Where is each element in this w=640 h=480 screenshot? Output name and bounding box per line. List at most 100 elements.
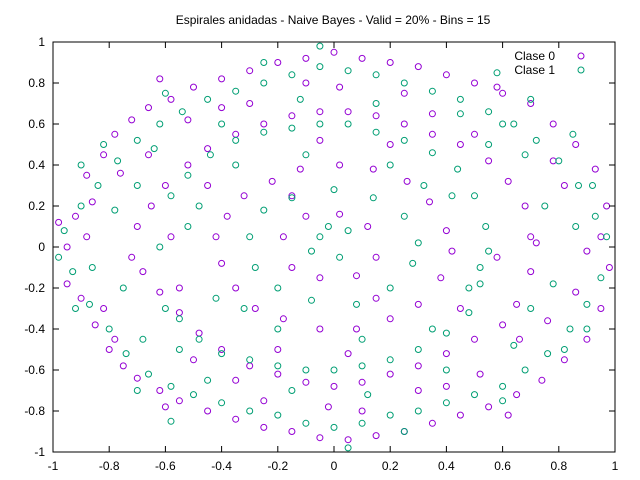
point-series-0-59 bbox=[218, 346, 226, 353]
point-series-1-17 bbox=[232, 87, 240, 95]
point-series-0-26 bbox=[330, 48, 338, 56]
point-series-1-75 bbox=[471, 192, 478, 200]
point-series-1-97 bbox=[308, 247, 315, 255]
point-series-1-96 bbox=[344, 227, 352, 235]
point-series-1-55 bbox=[206, 151, 214, 159]
point-series-1-111 bbox=[428, 325, 436, 333]
point-series-0-18 bbox=[218, 75, 226, 83]
point-series-0-6 bbox=[100, 151, 108, 159]
point-series-0-5 bbox=[91, 321, 99, 329]
point-series-0-20 bbox=[246, 67, 254, 75]
point-series-1-141 bbox=[465, 284, 473, 292]
x-tick-label: -1 bbox=[48, 459, 59, 473]
point-series-0-149 bbox=[274, 346, 282, 353]
y-tick-label: -1 bbox=[34, 445, 45, 459]
point-series-0-43 bbox=[560, 356, 568, 364]
point-series-0-137 bbox=[316, 136, 324, 144]
point-series-1-133 bbox=[549, 280, 557, 288]
point-series-0-139 bbox=[167, 233, 175, 241]
point-series-1-112 bbox=[296, 95, 304, 103]
point-series-1-114 bbox=[119, 284, 127, 292]
point-series-1-102 bbox=[161, 89, 169, 97]
point-series-0-127 bbox=[145, 151, 152, 159]
point-series-0-134 bbox=[400, 89, 408, 97]
point-series-0-151 bbox=[88, 198, 96, 206]
point-series-0-65 bbox=[302, 378, 310, 386]
point-series-1-54 bbox=[195, 335, 203, 343]
point-series-0-63 bbox=[274, 370, 282, 378]
point-series-1-99 bbox=[527, 95, 535, 103]
point-series-1-117 bbox=[476, 264, 484, 271]
point-series-0-124 bbox=[560, 182, 568, 189]
point-series-1-53 bbox=[184, 171, 192, 179]
point-series-1-51 bbox=[167, 192, 175, 200]
point-series-1-116 bbox=[184, 223, 192, 230]
point-series-1-71 bbox=[428, 149, 436, 157]
point-series-1-68 bbox=[386, 356, 394, 364]
point-series-0-61 bbox=[246, 362, 254, 370]
points-layer bbox=[55, 42, 613, 452]
point-series-1-12 bbox=[167, 382, 175, 390]
point-series-1-8 bbox=[122, 350, 130, 358]
point-series-1-40 bbox=[544, 350, 552, 358]
point-series-0-89 bbox=[240, 192, 248, 200]
x-tick-label: -0.8 bbox=[99, 459, 120, 473]
point-series-1-91 bbox=[409, 259, 417, 267]
point-series-0-70 bbox=[372, 112, 380, 120]
point-series-1-13 bbox=[178, 108, 186, 116]
point-series-0-29 bbox=[372, 432, 380, 440]
point-series-0-97 bbox=[369, 165, 377, 173]
point-series-0-10 bbox=[128, 116, 136, 124]
point-series-0-155 bbox=[116, 169, 124, 177]
ticks-layer: -1 -0.8 -0.6 -0.4 -0.2 0 0.2 0.4 0.6 0.8 1 1 0.8 0.6 0… bbox=[24, 35, 618, 473]
point-series-0-82 bbox=[521, 202, 529, 210]
point-series-1-59 bbox=[260, 128, 268, 136]
point-series-0-34 bbox=[442, 71, 450, 79]
point-series-0-103 bbox=[442, 227, 450, 235]
point-series-1-142 bbox=[77, 161, 85, 169]
point-series-0-66 bbox=[316, 108, 324, 116]
point-series-0-106 bbox=[288, 264, 296, 271]
point-series-1-77 bbox=[482, 223, 490, 230]
point-series-0-44 bbox=[572, 141, 580, 148]
point-series-1-27 bbox=[372, 71, 380, 79]
point-series-1-43 bbox=[575, 182, 582, 189]
point-series-0-69 bbox=[358, 378, 366, 386]
point-series-1-81 bbox=[251, 264, 259, 271]
point-series-0-76 bbox=[456, 141, 464, 148]
point-series-0-132 bbox=[532, 239, 540, 247]
point-series-1-83 bbox=[274, 284, 282, 292]
point-series-1-131 bbox=[358, 335, 366, 343]
point-series-0-42 bbox=[549, 120, 557, 128]
legend-label-clase-1: Clase 1 bbox=[514, 63, 555, 77]
point-series-1-20 bbox=[274, 411, 282, 419]
point-series-1-147 bbox=[448, 192, 456, 200]
point-series-1-65 bbox=[344, 120, 352, 128]
point-series-0-74 bbox=[428, 130, 436, 138]
point-series-0-27 bbox=[344, 436, 352, 444]
point-series-1-121 bbox=[510, 341, 518, 349]
point-series-0-129 bbox=[302, 79, 310, 87]
point-series-1-11 bbox=[156, 120, 164, 128]
point-series-1-33 bbox=[456, 95, 464, 103]
point-series-1-1 bbox=[60, 227, 68, 235]
point-series-0-36 bbox=[471, 79, 478, 87]
point-series-1-22 bbox=[302, 419, 310, 427]
point-series-0-125 bbox=[190, 356, 197, 364]
point-series-1-144 bbox=[316, 42, 324, 50]
point-series-0-102 bbox=[437, 274, 445, 282]
point-series-0-54 bbox=[161, 182, 169, 189]
point-series-0-40 bbox=[527, 100, 535, 107]
point-series-1-138 bbox=[288, 387, 296, 394]
point-series-1-30 bbox=[414, 407, 422, 415]
point-series-0-85 bbox=[212, 233, 220, 241]
point-series-1-14 bbox=[190, 391, 197, 399]
point-series-1-134 bbox=[240, 305, 248, 312]
point-series-1-105 bbox=[589, 182, 596, 189]
point-series-1-128 bbox=[175, 346, 183, 353]
point-series-0-30 bbox=[386, 59, 394, 66]
y-tick-label: -0.8 bbox=[24, 404, 45, 418]
point-series-0-50 bbox=[133, 223, 141, 230]
point-series-1-103 bbox=[499, 397, 507, 405]
point-series-0-121 bbox=[246, 100, 254, 107]
